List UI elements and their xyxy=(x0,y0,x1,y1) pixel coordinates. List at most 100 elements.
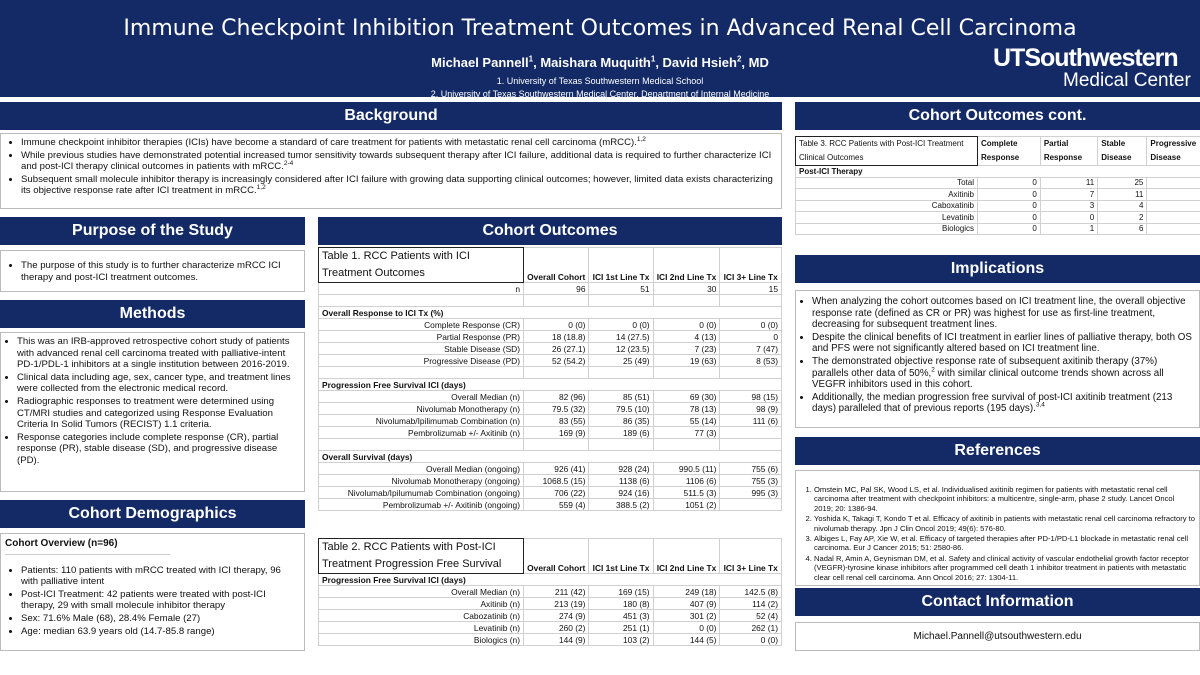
row-label: Axitinib xyxy=(795,188,978,201)
row-label: Nivolumab/Ipilimumab Combination (n) xyxy=(318,414,524,427)
table-cell: 1 xyxy=(1039,222,1099,235)
table-cell: 96 xyxy=(522,282,590,295)
table-cell: 7 (47) xyxy=(719,342,782,355)
text-run: Subsequent small molecule inhibitor ther… xyxy=(21,173,773,197)
column-header: Overall Cohort xyxy=(522,538,590,574)
table-cell: 301 (2) xyxy=(652,609,721,622)
table-wrap: Table 3. RCC Patients with Post-ICI Trea… xyxy=(795,136,1200,235)
column-header: Complete Response xyxy=(977,136,1041,166)
bullet: Additionally, the median progression fre… xyxy=(812,392,1195,415)
table-cell: 98 (9) xyxy=(719,402,782,415)
row-label: Nivolumab Monotherapy (ongoing) xyxy=(318,474,524,487)
reference: Albiges L, Fay AP, Xie W, et al. Efficac… xyxy=(814,534,1195,553)
table-cell: 85 (51) xyxy=(588,390,654,403)
subheading: Cohort Overview (n=96) xyxy=(5,538,170,555)
table-cell: 990.5 (11) xyxy=(652,462,721,475)
table-cell: 755 (6) xyxy=(719,462,782,475)
column-header: Progressive Disease xyxy=(1146,136,1200,166)
table-cell: 0 xyxy=(977,199,1041,212)
section-label: Overall Survival (days) xyxy=(318,450,782,463)
section-heading: Cohort Outcomes cont. xyxy=(795,102,1200,130)
table-cell: 83 (55) xyxy=(522,414,590,427)
section-heading: References xyxy=(795,437,1200,465)
section-label: Post-ICI Therapy xyxy=(795,165,1200,178)
logo-text: UTSouthwestern xyxy=(993,44,1179,72)
header-row: Table 1. RCC Patients with ICI Treatment… xyxy=(318,247,782,283)
table-row: Total011256 xyxy=(795,176,1200,189)
table-cell xyxy=(652,366,721,379)
row-label: Total xyxy=(795,176,978,189)
row-label: Overall Median (n) xyxy=(318,390,524,403)
bullet: Despite the clinical benefits of ICI tre… xyxy=(812,332,1195,355)
table-row: Overall Survival (days) xyxy=(318,450,782,463)
section-box: Omstein MC, Pal SK, Wood LS, et al. Indi… xyxy=(795,470,1200,586)
reference: Yoshida K, Takagi T, Kondo T et al. Effi… xyxy=(814,514,1195,533)
table-cell: 30 xyxy=(652,282,721,295)
section-heading: Methods xyxy=(0,300,305,328)
column-header: ICI 2nd Line Tx xyxy=(652,247,721,283)
superscript: 2-4 xyxy=(283,160,294,167)
table-row xyxy=(318,438,782,451)
table-cell: 924 (16) xyxy=(588,486,654,499)
table-row: Overall Median (n) 211 (42) 169 (15) 249 (1… xyxy=(318,585,782,598)
row-label: Caboxatinib xyxy=(795,199,978,212)
table-cell: 144 (5) xyxy=(652,633,721,646)
reference-list: Omstein MC, Pal SK, Wood LS, et al. Indi… xyxy=(800,485,1195,582)
table-cell xyxy=(318,366,524,379)
table-cell: 25 xyxy=(1097,176,1148,189)
data-table: Table 3. RCC Patients with Post-ICI Trea… xyxy=(795,136,1200,235)
bullet: The purpose of this study is to further … xyxy=(21,260,300,283)
text-run: with similar clinical outcome trends sho… xyxy=(812,367,1164,391)
table-cell xyxy=(719,498,782,511)
table-cell: 0 (0) xyxy=(719,633,782,646)
table-row: Cabozatinib (n) 274 (9) 451 (3) 301 (2) 52 (… xyxy=(318,609,782,622)
table-wrap: Table 2. RCC Patients with Post-ICI Trea… xyxy=(318,538,782,646)
table-cell: 0 xyxy=(977,222,1041,235)
bullet: While previous studies have demonstrated… xyxy=(21,150,777,173)
table-cell: 7 (23) xyxy=(652,342,721,355)
table-row: Nivolumab/Ipilimumab Combination (n) 83 (… xyxy=(318,414,782,427)
table-row: Pembrolizumab +/- Axitinib (n) 169 (9) 189… xyxy=(318,426,782,439)
table-cell: 0 (0) xyxy=(652,318,721,331)
section-box: This was an IRB-approved retrospective c… xyxy=(0,332,305,492)
table-cell: 1138 (6) xyxy=(588,474,654,487)
table-cell: 274 (9) xyxy=(522,609,590,622)
bullet: This was an IRB-approved retrospective c… xyxy=(17,336,300,371)
bullet: Immune checkpoint inhibitor therapies (I… xyxy=(21,136,777,149)
column-header: Stable Disease xyxy=(1097,136,1148,166)
row-label: Levatinib xyxy=(795,211,978,224)
table-cell: 559 (4) xyxy=(522,498,590,511)
superscript: 3,4 xyxy=(1035,402,1045,410)
bullet-list: When analyzing the cohort outcomes based… xyxy=(796,296,1195,415)
table-title: Table 1. RCC Patients with ICI Treatment… xyxy=(318,247,524,283)
row-label: Partial Response (PR) xyxy=(318,330,524,343)
table-row: Levatinib (n) 260 (2) 251 (1) 0 (0) 262 (1) xyxy=(318,621,782,634)
table-cell: 407 (9) xyxy=(652,597,721,610)
bullet: Age: median 63.9 years old (14.7-85.8 ra… xyxy=(21,626,300,638)
header-row: Table 3. RCC Patients with Post-ICI Trea… xyxy=(795,136,1200,166)
table-cell xyxy=(719,366,782,379)
bullet-list: Patients: 110 patients with mRCC treated… xyxy=(5,565,300,638)
email: Michael.Pannell@utsouthwestern.edu xyxy=(913,631,1082,642)
section-heading: Purpose of the Study xyxy=(0,217,305,245)
table-cell: 82 (96) xyxy=(522,390,590,403)
table-cell: 0 xyxy=(719,330,782,343)
section-box: Cohort Overview (n=96) Patients: 110 pat… xyxy=(0,533,305,651)
table-cell: 0 (0) xyxy=(522,318,590,331)
bullet: The demonstrated objective response rate… xyxy=(812,356,1195,391)
column-header: ICI 1st Line Tx xyxy=(588,247,654,283)
table-cell: 0 (0) xyxy=(719,318,782,331)
table-cell: 511.5 (3) xyxy=(652,486,721,499)
row-label: Pembrolizumab +/- Axitinib (ongoing) xyxy=(318,498,524,511)
table-cell xyxy=(522,438,590,451)
text-run: , David Hsieh xyxy=(655,55,737,70)
table-row: Progression Free Survival ICI (days) xyxy=(318,378,782,391)
row-label: Biologics xyxy=(795,222,978,235)
table-row xyxy=(318,366,782,379)
table-cell: 11 xyxy=(1097,188,1148,201)
table-row: Biologics (n) 144 (9) 103 (2) 144 (5) 0 (0) xyxy=(318,633,782,646)
text-run: Michael Pannell xyxy=(431,55,529,70)
table-row: Complete Response (CR) 0 (0) 0 (0) 0 (0) 0 (… xyxy=(318,318,782,331)
superscript: 1 xyxy=(650,54,656,64)
table-cell: 2 xyxy=(1146,199,1200,212)
